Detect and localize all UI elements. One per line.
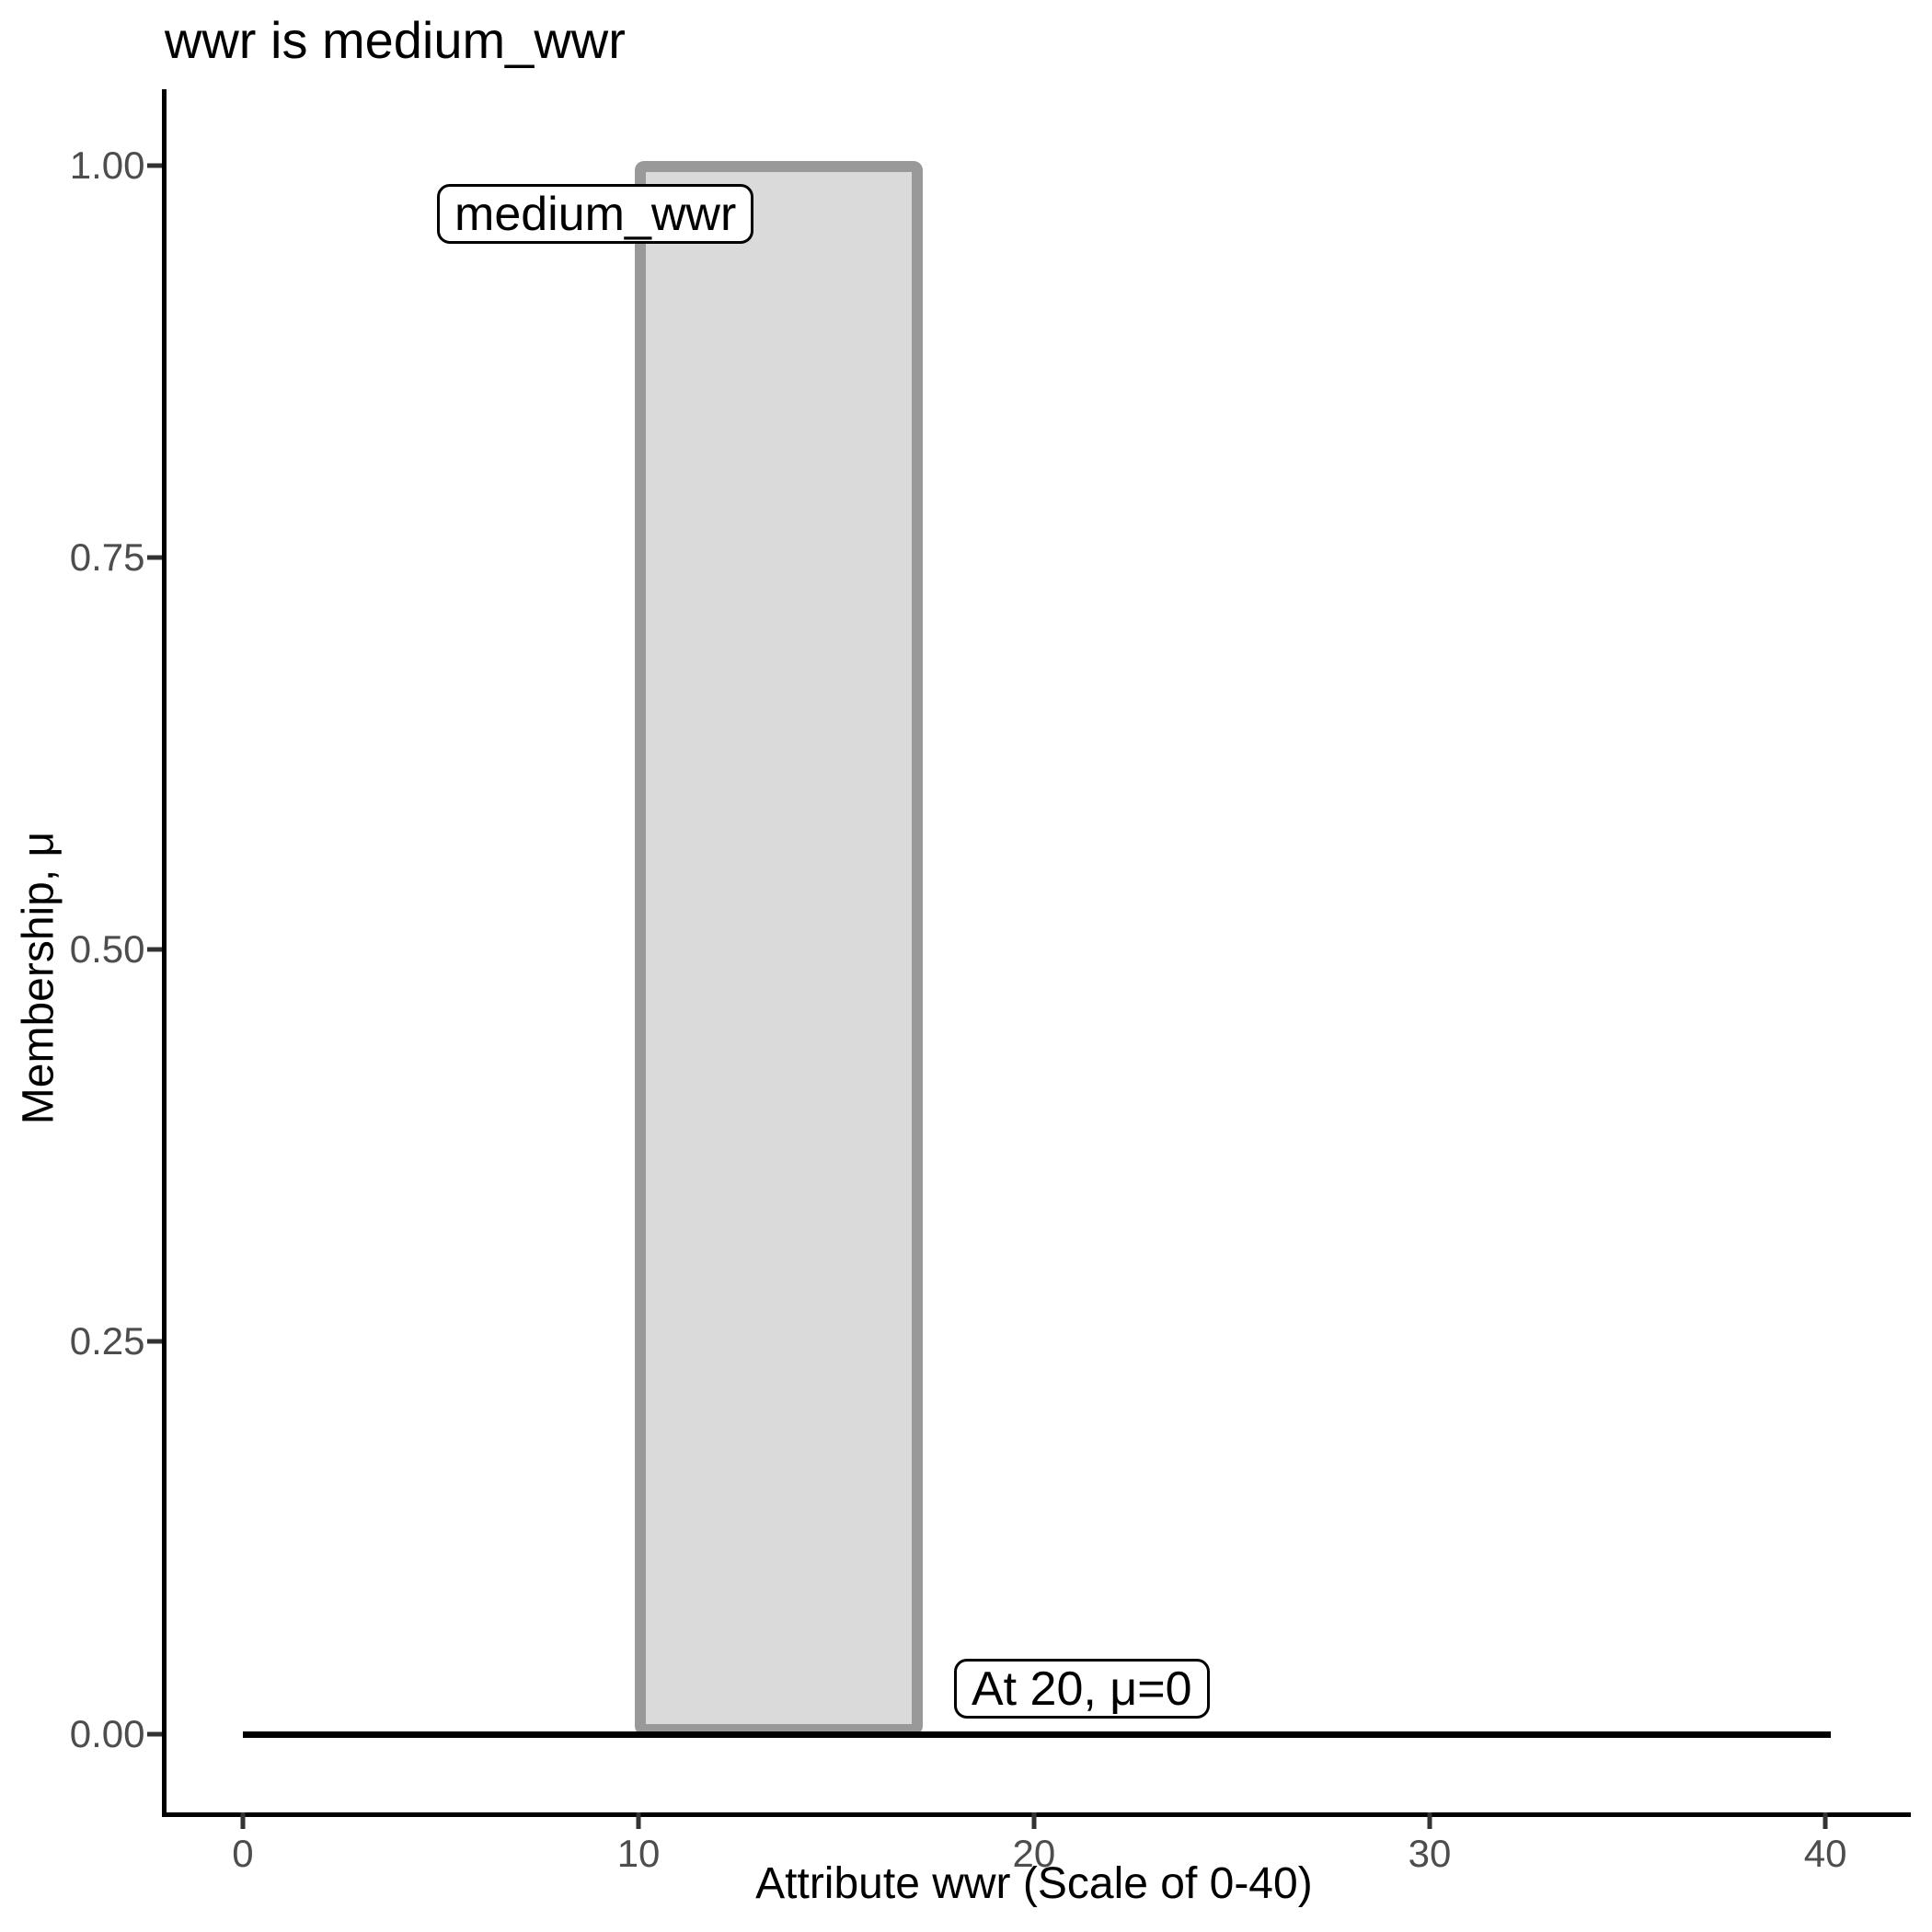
x-tick-mark-20	[1031, 1812, 1037, 1829]
x-tick-mark-0	[240, 1812, 246, 1829]
y-tick-label-1.00: 1.00	[69, 143, 145, 187]
y-tick-mark-0.25	[147, 1339, 163, 1344]
y-axis-line	[161, 89, 167, 1812]
x-tick-mark-40	[1823, 1812, 1828, 1829]
membership-function-rectangle	[635, 160, 923, 1735]
x-tick-label-40: 40	[1803, 1831, 1847, 1875]
y-tick-mark-1.00	[147, 163, 163, 168]
annotation-at-20-mu-0: At 20, μ=0	[953, 1659, 1210, 1719]
x-tick-label-20: 20	[1012, 1831, 1056, 1875]
zero-membership-baseline	[242, 1731, 1831, 1739]
chart-title: wwr is medium_wwr	[164, 10, 626, 69]
y-tick-label-0.50: 0.50	[69, 926, 145, 971]
y-tick-mark-0.75	[147, 555, 163, 560]
x-axis-title: Attribute wwr (Scale of 0-40)	[755, 1859, 1313, 1909]
y-tick-mark-0.50	[147, 947, 163, 952]
x-axis-line	[161, 1812, 1911, 1817]
x-tick-mark-30	[1427, 1812, 1432, 1829]
y-tick-label-0.75: 0.75	[69, 535, 145, 580]
x-tick-label-0: 0	[232, 1831, 254, 1875]
y-tick-mark-0.00	[147, 1731, 163, 1737]
y-tick-label-0.25: 0.25	[69, 1319, 145, 1363]
y-tick-label-0.00: 0.00	[69, 1711, 145, 1755]
annotation-medium-wwr: medium_wwr	[437, 183, 754, 244]
y-axis-title: Membership, μ	[14, 831, 63, 1124]
x-tick-label-30: 30	[1408, 1831, 1452, 1875]
x-tick-label-10: 10	[616, 1831, 661, 1875]
x-tick-mark-10	[636, 1812, 641, 1829]
